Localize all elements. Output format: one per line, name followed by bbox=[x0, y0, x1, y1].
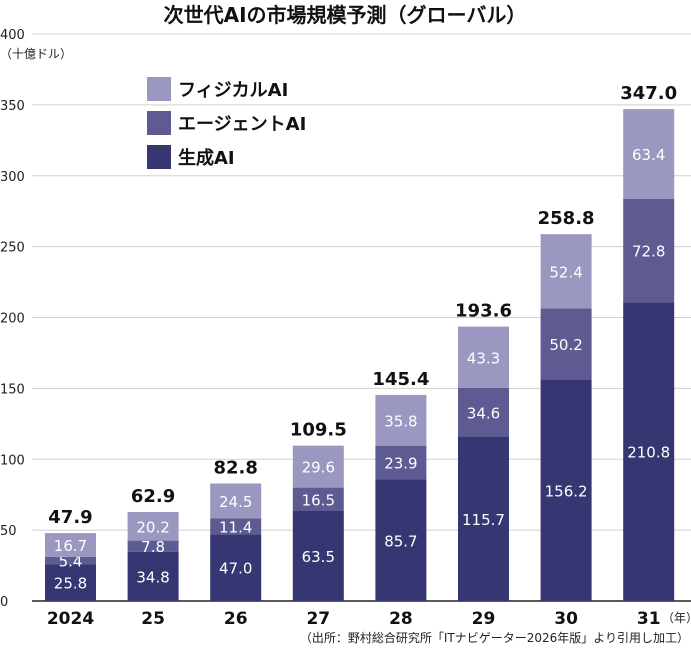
y-tick-label: 250 bbox=[0, 241, 25, 256]
y-tick-label: 0 bbox=[0, 595, 8, 610]
segment-value-label: 47.0 bbox=[219, 560, 252, 578]
segment-value-label: 35.8 bbox=[384, 412, 417, 430]
bar-segment bbox=[45, 556, 96, 565]
bar-segment bbox=[375, 479, 427, 601]
segment-value-label: 63.5 bbox=[302, 548, 335, 566]
segment-value-label: 16.5 bbox=[302, 491, 335, 509]
y-tick-label: 100 bbox=[0, 453, 25, 468]
bar-segment bbox=[127, 551, 179, 601]
segment-value-label: 72.8 bbox=[632, 243, 665, 261]
segment-value-label: 34.6 bbox=[467, 404, 500, 422]
segment-value-label: 7.8 bbox=[141, 538, 165, 556]
x-axis-unit: （年） bbox=[662, 611, 691, 625]
legend-swatch bbox=[147, 77, 171, 101]
bar-segment bbox=[540, 234, 592, 309]
bar-segment bbox=[458, 326, 509, 388]
y-tick-label: 350 bbox=[0, 99, 25, 114]
segment-value-label: 24.5 bbox=[219, 493, 252, 511]
x-tick-label: 31 bbox=[637, 609, 661, 629]
segment-value-label: 115.7 bbox=[462, 511, 505, 529]
bar-segment bbox=[623, 198, 675, 303]
segment-value-label: 210.8 bbox=[627, 444, 670, 462]
segment-value-label: 20.2 bbox=[136, 518, 169, 536]
x-tick-label: 28 bbox=[389, 609, 413, 629]
bar-segment bbox=[45, 564, 96, 601]
total-value-label: 193.6 bbox=[455, 301, 512, 322]
bar-segment bbox=[45, 533, 96, 557]
total-value-label: 62.9 bbox=[131, 486, 175, 507]
legend-label: エージェントAI bbox=[178, 114, 306, 135]
x-tick-label: 2024 bbox=[47, 609, 94, 629]
bar-segment bbox=[458, 436, 509, 601]
x-tick-label: 29 bbox=[472, 609, 496, 629]
y-axis-unit: （十億ドル） bbox=[0, 47, 72, 61]
segment-value-label: 156.2 bbox=[545, 482, 588, 500]
total-value-label: 82.8 bbox=[213, 457, 257, 478]
segment-value-label: 16.7 bbox=[54, 537, 87, 555]
bar-segment bbox=[210, 483, 262, 519]
bar-segment bbox=[292, 445, 344, 488]
segment-value-label: 11.4 bbox=[219, 518, 252, 536]
segment-value-label: 23.9 bbox=[384, 455, 417, 473]
segment-value-label: 34.8 bbox=[136, 568, 169, 586]
bar-segment bbox=[210, 518, 262, 535]
bar-segment bbox=[127, 511, 179, 541]
total-value-label: 347.0 bbox=[620, 83, 677, 104]
source-note: （出所：野村総合研究所「ITナビゲーター2026年版」より引用し加工） bbox=[300, 630, 689, 645]
bar-segment bbox=[210, 534, 262, 601]
segment-value-label: 25.8 bbox=[54, 575, 87, 593]
bar-segment bbox=[540, 308, 592, 380]
total-value-label: 258.8 bbox=[538, 208, 595, 229]
segment-value-label: 85.7 bbox=[384, 532, 417, 550]
segment-value-label: 63.4 bbox=[632, 146, 665, 164]
x-tick-label: 26 bbox=[224, 609, 248, 629]
bar-segment bbox=[375, 445, 427, 480]
bar-segment bbox=[623, 109, 675, 199]
legend-label: 生成AI bbox=[178, 147, 235, 169]
bar-segment bbox=[292, 510, 344, 601]
bar-segment bbox=[458, 387, 509, 437]
x-tick-label: 27 bbox=[306, 609, 330, 629]
x-tick-label: 25 bbox=[141, 609, 165, 629]
bar-segment bbox=[127, 540, 179, 552]
x-tick-label: 30 bbox=[554, 609, 578, 629]
bar-segment bbox=[292, 487, 344, 511]
legend-swatch bbox=[147, 145, 171, 169]
segment-value-label: 29.6 bbox=[302, 459, 335, 477]
y-tick-label: 50 bbox=[0, 524, 17, 539]
y-tick-label: 200 bbox=[0, 312, 25, 327]
total-value-label: 47.9 bbox=[48, 507, 92, 528]
legend-swatch bbox=[147, 111, 171, 135]
bar-segment bbox=[540, 379, 592, 601]
chart-title: 次世代AIの市場規模予測（グローバル） bbox=[164, 3, 527, 27]
bar-segment bbox=[375, 394, 427, 446]
y-tick-label: 300 bbox=[0, 170, 25, 185]
legend-label: フィジカルAI bbox=[178, 80, 288, 101]
segment-value-label: 50.2 bbox=[549, 336, 582, 354]
segment-value-label: 5.4 bbox=[59, 553, 83, 571]
total-value-label: 145.4 bbox=[372, 369, 429, 390]
y-tick-label: 400 bbox=[0, 28, 25, 43]
segment-value-label: 43.3 bbox=[467, 349, 500, 367]
total-value-label: 109.5 bbox=[290, 420, 347, 441]
bar-segment bbox=[623, 302, 675, 601]
y-tick-label: 150 bbox=[0, 382, 25, 397]
segment-value-label: 52.4 bbox=[549, 263, 582, 281]
